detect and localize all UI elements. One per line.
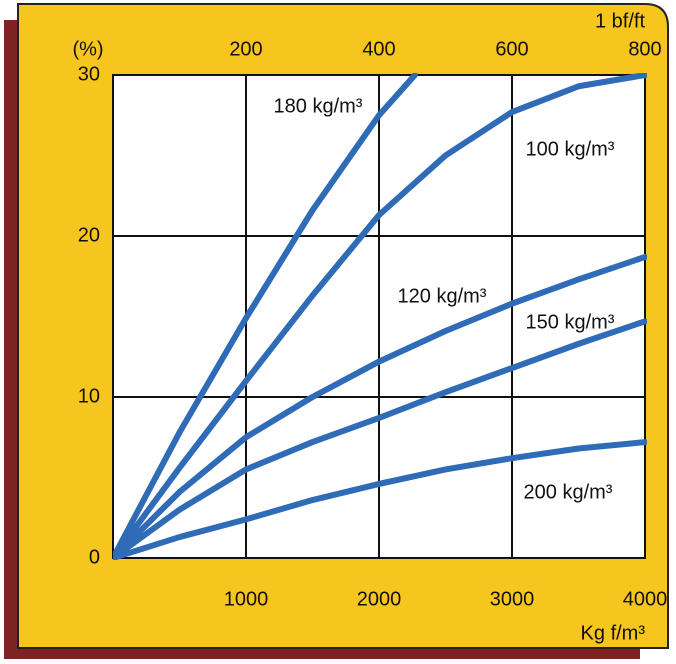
y-tick-label: 20 — [78, 224, 100, 246]
series-label: 150 kg/m³ — [526, 311, 615, 333]
y-tick-label: 0 — [89, 546, 100, 568]
y-axis-label: (%) — [72, 38, 103, 60]
line — [113, 253, 647, 560]
line — [113, 73, 647, 560]
x-tick-label: 3000 — [490, 588, 535, 610]
series-label: 120 kg/m³ — [398, 285, 487, 307]
line — [113, 73, 418, 560]
x-tick-label: 2000 — [357, 588, 402, 610]
x-axis-label: Kg f/m³ — [581, 622, 646, 644]
line — [113, 318, 647, 560]
x2-axis-label: 1 bf/ft — [595, 10, 645, 32]
y-tick-label: 10 — [78, 385, 100, 407]
x2-tick-label: 200 — [229, 38, 262, 60]
x2-tick-label: 800 — [628, 38, 661, 60]
series-label: 200 kg/m³ — [524, 481, 613, 503]
y-tick-label: 30 — [78, 63, 100, 85]
x-tick-label: 4000 — [623, 588, 668, 610]
series-label: 100 kg/m³ — [526, 138, 615, 160]
x2-tick-label: 600 — [495, 38, 528, 60]
x-tick-label: 1000 — [224, 588, 269, 610]
series-label: 180 kg/m³ — [274, 95, 363, 117]
x2-tick-label: 400 — [362, 38, 395, 60]
line — [113, 439, 647, 560]
